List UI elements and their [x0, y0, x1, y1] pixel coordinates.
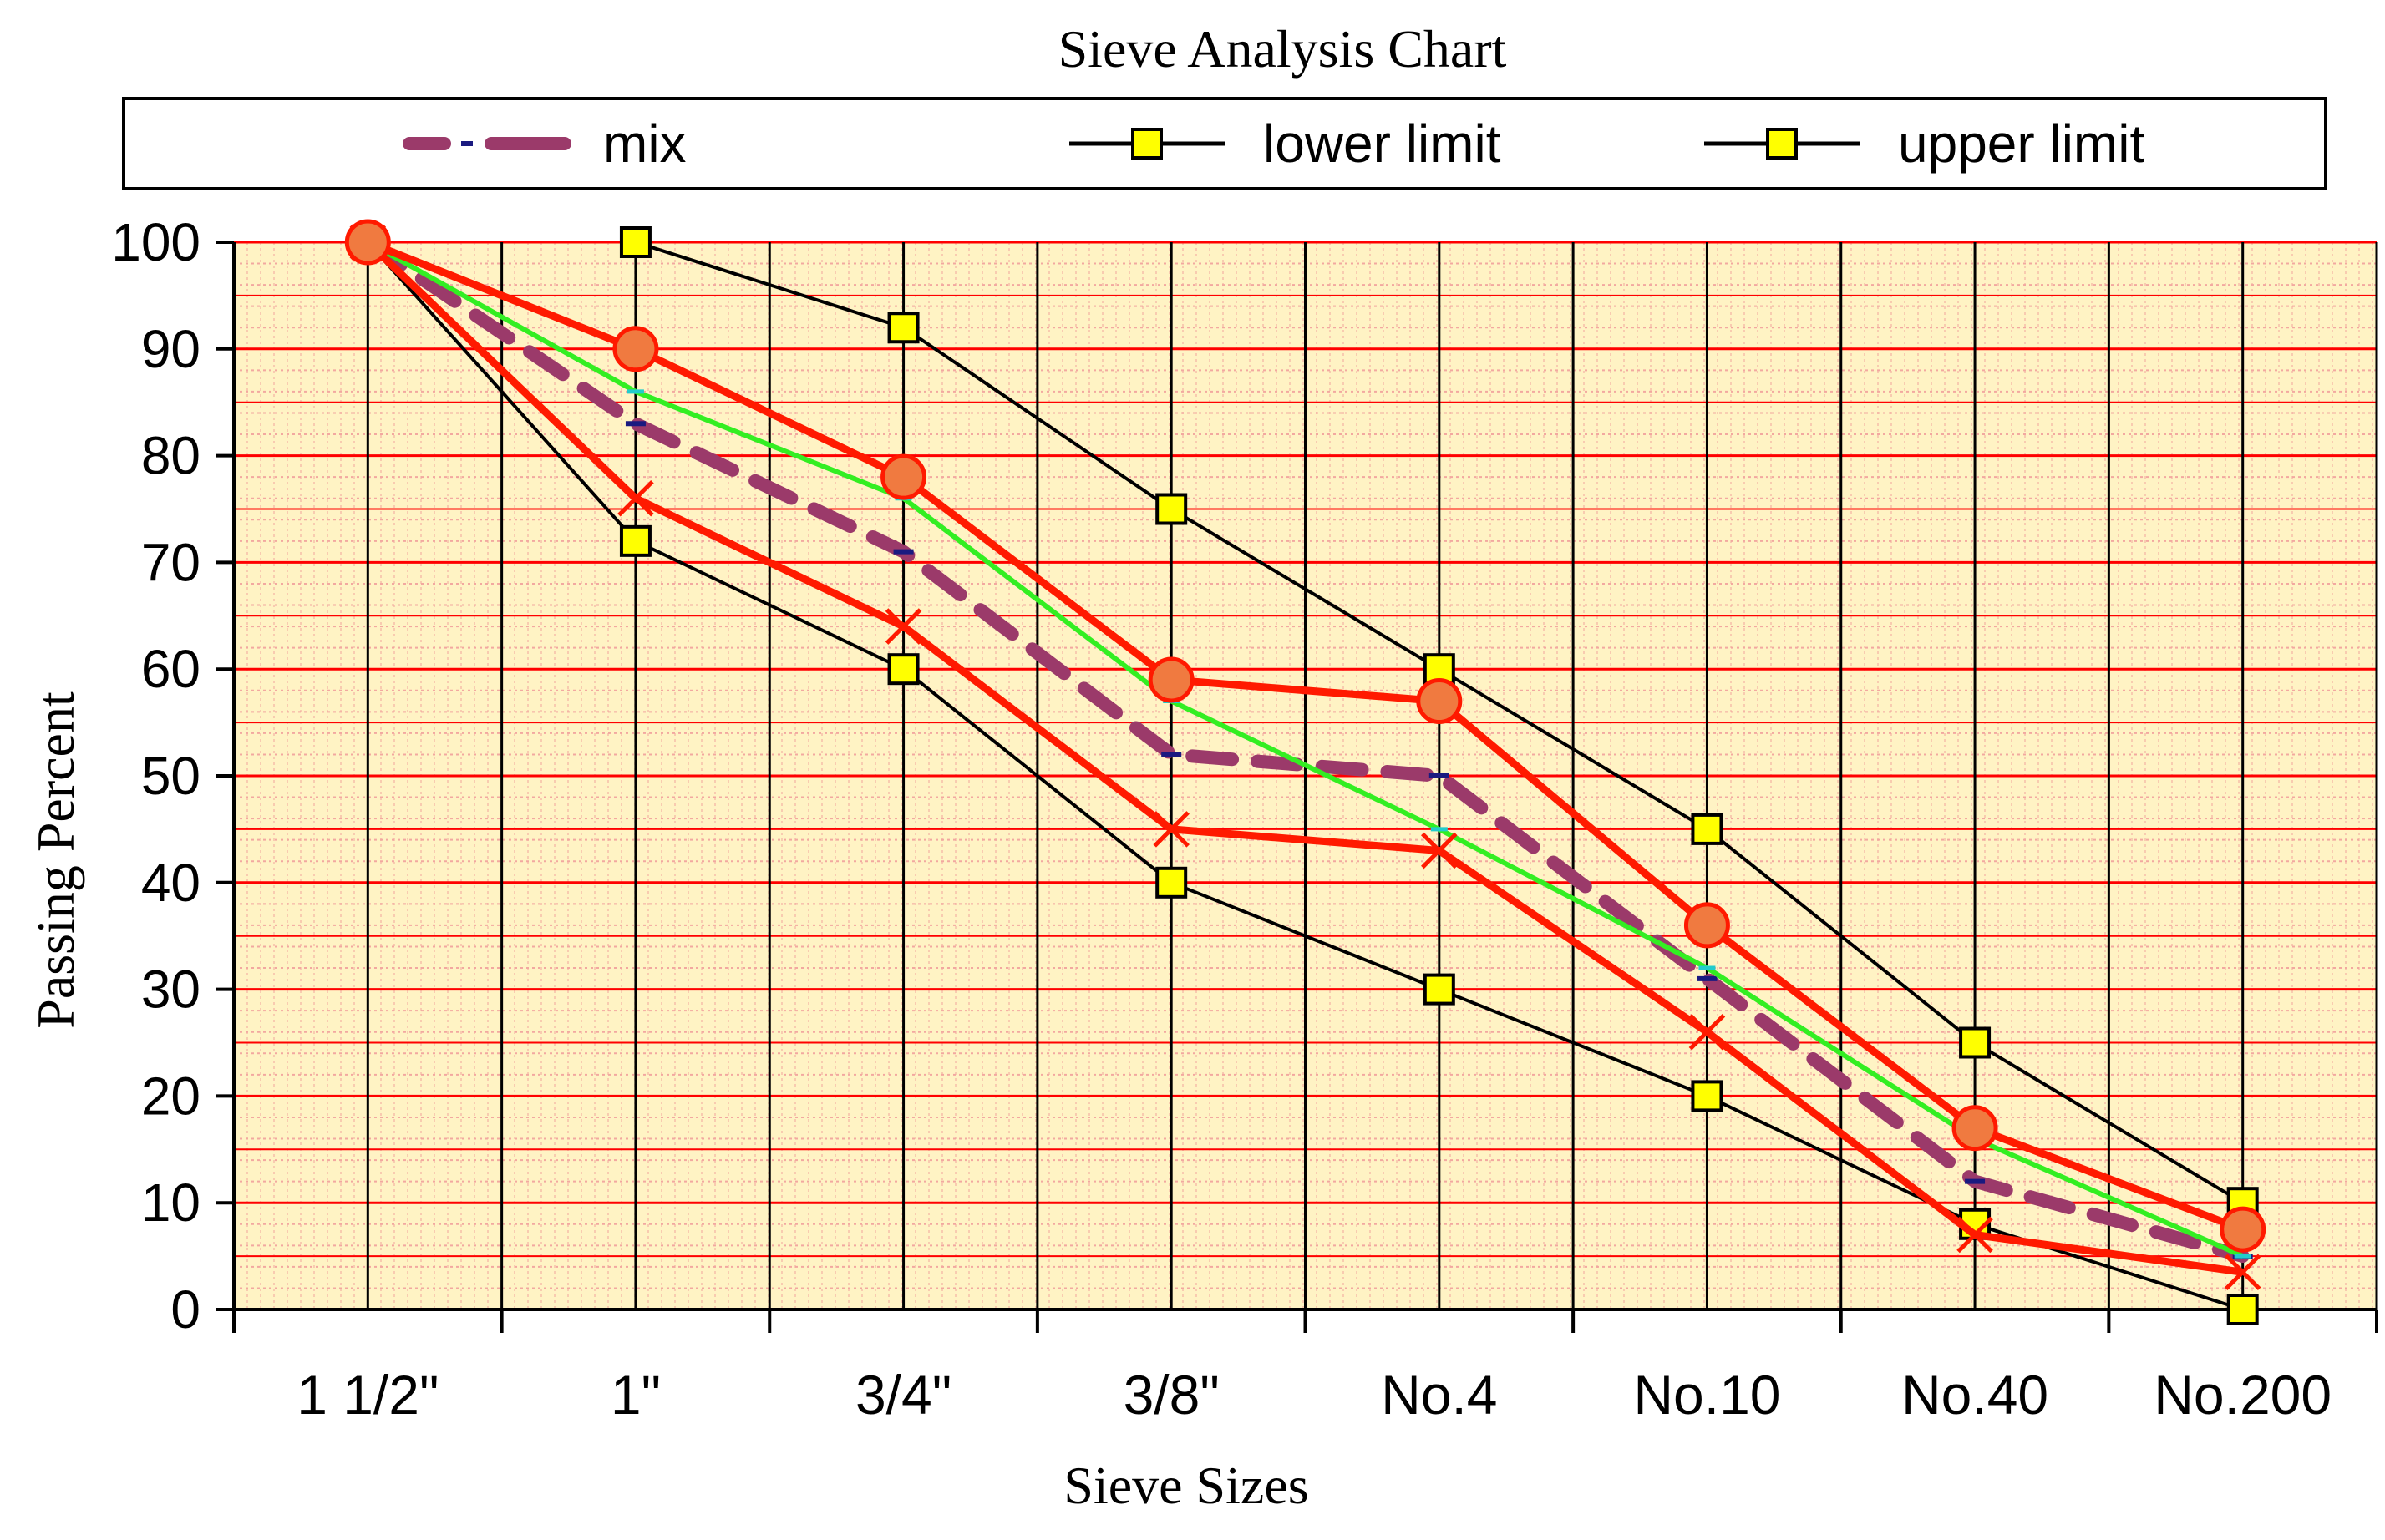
- y-tick-label: 70: [141, 532, 200, 592]
- y-tick-label: 20: [141, 1066, 200, 1126]
- red-circle-series-point: [1148, 656, 1195, 703]
- y-tick-label: 30: [141, 960, 200, 1020]
- x-axis-title: Sieve Sizes: [1063, 1456, 1308, 1515]
- red-cross-series-point-stroke: [2224, 1254, 2261, 1291]
- red-cross-series-point: [617, 479, 654, 517]
- legend-upper-limit-swatch-marker: [1766, 128, 1798, 160]
- red-circle-series-point: [880, 453, 927, 500]
- red-circle-series-point: [1416, 678, 1463, 725]
- red-cross-series-point-stroke: [885, 608, 922, 645]
- red-circle-series-point: [612, 326, 659, 372]
- y-tick-label: 100: [111, 212, 200, 272]
- red-cross-series-point-stroke: [1688, 1013, 1726, 1051]
- red-circle-series-point: [2220, 1206, 2266, 1253]
- y-tick-label: 0: [170, 1279, 200, 1340]
- y-tick-label: 80: [141, 426, 200, 486]
- red-circle-series-point: [1683, 902, 1730, 949]
- chart-title: Sieve Analysis Chart: [1058, 19, 1507, 79]
- upper-limit-point: [1691, 813, 1723, 845]
- upper-limit-point: [619, 226, 652, 258]
- y-tick-label: 10: [141, 1173, 200, 1233]
- x-tick-label: 3/8": [1124, 1364, 1220, 1426]
- y-tick-label: 60: [141, 639, 200, 699]
- legend-lower-limit-swatch-marker: [1131, 128, 1163, 160]
- y-tick-label: 50: [141, 746, 200, 806]
- upper-limit-point: [1155, 493, 1188, 525]
- legend-label-lower-limit: lower limit: [1263, 114, 1501, 174]
- lower-limit-point: [1155, 866, 1188, 899]
- x-tick-label: No.200: [2154, 1364, 2332, 1426]
- x-tick-label: No.4: [1381, 1364, 1497, 1426]
- mix-line: [361, 236, 2250, 1264]
- red-cross-series-point-stroke: [1153, 811, 1190, 848]
- legend-label-mix: mix: [603, 114, 687, 174]
- lower-limit-point: [619, 524, 652, 557]
- series: [344, 219, 2266, 1325]
- green-series-line: [366, 240, 2244, 1259]
- red-cross-series-point: [1421, 832, 1458, 869]
- legend-label-upper-limit: upper limit: [1898, 114, 2144, 174]
- red-cross-series-point: [885, 608, 922, 645]
- red-cross-series-line: [365, 239, 2244, 1276]
- legend: mix lower limit upper limit: [403, 114, 2144, 174]
- x-tick-label: 1 1/2": [297, 1364, 439, 1426]
- red-circle-series-point: [344, 219, 391, 266]
- y-tick-label: 90: [141, 319, 200, 379]
- lower-limit-point: [1423, 973, 1455, 1006]
- red-cross-series-point: [1688, 1013, 1726, 1051]
- x-tick-label: No.10: [1633, 1364, 1780, 1426]
- x-tick-label: 1": [611, 1364, 661, 1426]
- x-tick-label: No.40: [1901, 1364, 2048, 1426]
- red-cross-series-point: [2224, 1254, 2261, 1291]
- lower-limit-point: [1691, 1080, 1723, 1112]
- red-cross-series-point-stroke: [617, 479, 654, 517]
- lower-limit-point: [887, 653, 920, 686]
- red-cross-series-point: [1153, 811, 1190, 848]
- y-axis-title: Passing Percent: [26, 691, 85, 1029]
- tick-labels: 0 10 20 30 40 50 60 70 80 90 100 1 1/2" 1" 3/4" 3/8" No…: [111, 212, 2332, 1426]
- grid: [234, 241, 2378, 1310]
- axes: [216, 241, 2378, 1333]
- x-tick-label: 3/4": [855, 1364, 951, 1426]
- upper-limit-point: [887, 312, 920, 344]
- upper-limit-point: [1959, 1026, 1992, 1059]
- red-cross-series-point-stroke: [1956, 1216, 1993, 1254]
- red-cross-series-point-stroke: [1421, 832, 1458, 869]
- lower-limit-point: [2226, 1294, 2259, 1325]
- red-cross-series-point: [1956, 1216, 1993, 1254]
- red-circle-series-line: [366, 238, 2245, 1234]
- y-tick-label: 40: [141, 853, 200, 913]
- red-circle-series-point: [1951, 1105, 1998, 1152]
